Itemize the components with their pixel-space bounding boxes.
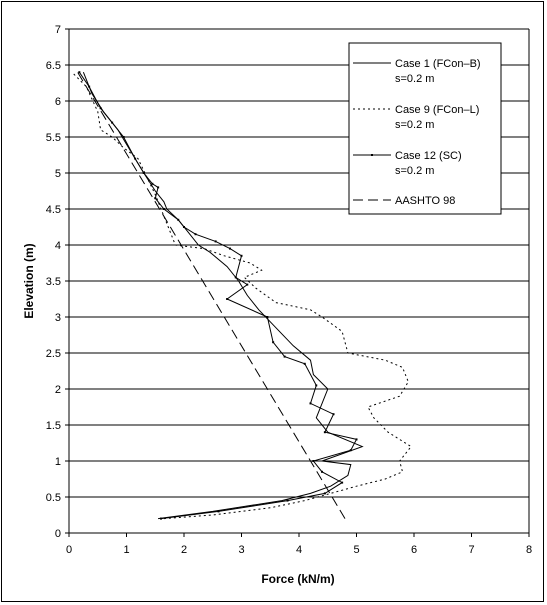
y-tick-label: 6.5 (46, 60, 61, 72)
series-marker (229, 247, 231, 250)
tick-labels: 0 0.5 1 1.5 2 2.5 3 3.5 4 4.5 5 5.5 6 6.5 7 0 1 2 3 4 5 6 7 8 (46, 24, 532, 556)
series-line-4 (77, 71, 346, 519)
series-group (71, 71, 412, 520)
series-marker (332, 413, 335, 416)
series-marker (266, 316, 269, 318)
x-axis-label: Force (kN/m) (261, 572, 334, 586)
series-marker (183, 226, 185, 228)
series-marker (315, 384, 318, 387)
legend-marker (371, 154, 373, 156)
legend-label: Case 1 (FCon–B) (395, 58, 481, 70)
y-tick-label: 5 (55, 168, 61, 180)
y-axis-label: Elevation (m) (22, 243, 36, 318)
series-marker (122, 136, 125, 138)
x-tick-label: 1 (123, 544, 129, 556)
y-tick-label: 6 (55, 96, 61, 108)
y-tick-label: 4.5 (46, 204, 61, 216)
y-tick-label: 1.5 (46, 420, 61, 432)
legend-label: Case 9 (FCon–L) (395, 104, 479, 116)
axes (65, 28, 530, 537)
x-tick-label: 0 (66, 544, 72, 556)
series-marker (154, 197, 157, 200)
y-tick-label: 0.5 (46, 492, 61, 504)
series-marker (272, 341, 275, 344)
series-marker (134, 157, 137, 160)
series-marker (99, 107, 102, 110)
x-tick-label: 8 (526, 544, 532, 556)
series-marker (157, 186, 160, 189)
legend-label: s=0.2 m (395, 73, 434, 85)
series-marker (246, 283, 249, 286)
series-marker (240, 254, 243, 257)
series-marker (160, 517, 162, 520)
legend-label: AASHTO 98 (395, 195, 455, 207)
x-tick-label: 4 (296, 544, 302, 556)
series-marker (286, 499, 289, 502)
x-tick-label: 2 (181, 544, 187, 556)
series-marker (162, 208, 165, 210)
series-marker (321, 470, 323, 473)
series-marker (142, 172, 145, 174)
x-tick-label: 5 (353, 544, 359, 556)
series-marker (349, 449, 352, 452)
series-marker (323, 492, 326, 495)
y-tick-label: 3.5 (46, 276, 61, 288)
y-tick-label: 2 (55, 384, 61, 396)
series-marker (217, 510, 220, 513)
series-line-2 (71, 71, 412, 520)
legend-box (348, 42, 502, 215)
legend-label: Case 12 (SC) (395, 150, 462, 162)
series-marker (214, 240, 217, 243)
series-marker (78, 71, 81, 74)
series-marker (226, 298, 229, 300)
series-marker (194, 233, 197, 236)
series-marker (151, 182, 154, 185)
y-tick-label: 4 (55, 240, 61, 252)
x-tick-label: 6 (411, 544, 417, 556)
series-marker (355, 438, 358, 441)
legend: Case 1 (FCon–B) s=0.2 m Case 9 (FCon–L) s=0… (348, 42, 502, 215)
legend-label: s=0.2 m (395, 165, 434, 177)
y-tick-label: 0 (55, 528, 61, 540)
y-tick-label: 5.5 (46, 132, 61, 144)
series-line-3 (78, 71, 358, 520)
legend-label: s=0.2 m (395, 119, 434, 131)
series-marker (111, 121, 114, 124)
series-marker (341, 481, 344, 484)
y-tick-label: 2.5 (46, 348, 61, 360)
series-marker (283, 355, 286, 358)
series-marker (323, 431, 326, 434)
series-marker (177, 218, 180, 221)
y-tick-label: 7 (55, 24, 61, 36)
series-marker (309, 402, 312, 405)
series-marker (312, 460, 315, 462)
y-tick-label: 3 (55, 312, 61, 324)
series-marker (88, 85, 91, 88)
series-marker (234, 276, 237, 279)
x-tick-label: 3 (238, 544, 244, 556)
y-tick-label: 1 (55, 456, 61, 468)
x-tick-label: 7 (468, 544, 474, 556)
series-marker (303, 362, 306, 365)
